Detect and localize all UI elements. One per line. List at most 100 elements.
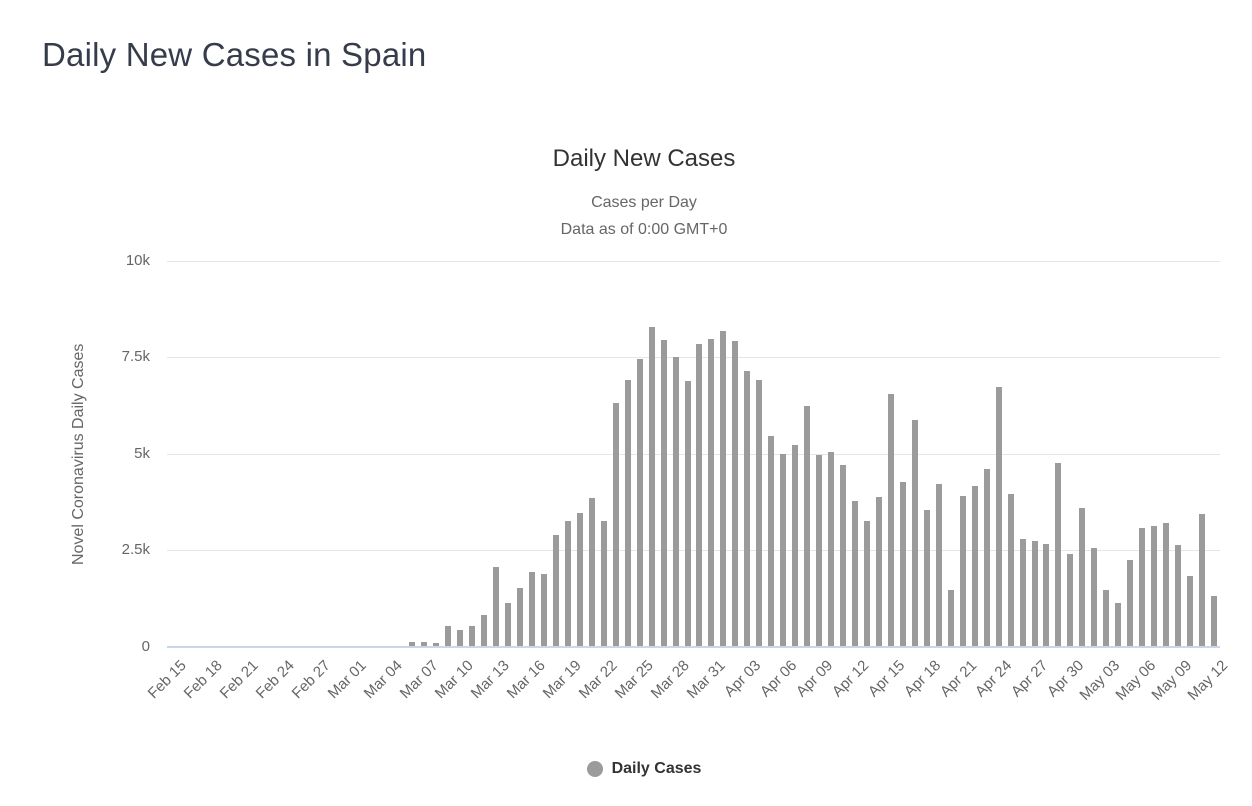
bar-daily-cases[interactable] <box>612 402 619 647</box>
bar-daily-cases[interactable] <box>768 436 775 647</box>
bar-daily-cases[interactable] <box>995 387 1002 647</box>
bar-daily-cases[interactable] <box>756 379 763 647</box>
bar-daily-cases[interactable] <box>1115 603 1122 647</box>
bar-daily-cases[interactable] <box>1211 596 1218 647</box>
bar-daily-cases[interactable] <box>1019 538 1026 647</box>
bar-daily-cases[interactable] <box>505 603 512 647</box>
bar-daily-cases[interactable] <box>828 452 835 647</box>
bar-daily-cases[interactable] <box>636 358 643 647</box>
y-axis-tick-label: 7.5k <box>121 348 150 365</box>
bar-daily-cases[interactable] <box>1199 514 1206 647</box>
x-axis-tick-label: Apr 12 <box>828 657 873 701</box>
gridline-7-5k <box>167 357 1220 358</box>
bar-daily-cases[interactable] <box>720 330 727 647</box>
plot-area <box>167 261 1220 648</box>
bar-daily-cases[interactable] <box>947 589 954 647</box>
bar-daily-cases[interactable] <box>840 465 847 647</box>
bar-daily-cases[interactable] <box>875 496 882 647</box>
x-axis-tick-label: Apr 24 <box>972 657 1016 701</box>
legend-marker-icon <box>586 761 603 777</box>
x-axis-tick-label: Apr 03 <box>721 657 765 701</box>
bar-daily-cases[interactable] <box>744 371 751 647</box>
x-axis-tick-label: May 03 <box>1076 657 1124 704</box>
x-axis-tick-label: Mar 22 <box>575 657 621 703</box>
bar-daily-cases[interactable] <box>493 566 500 647</box>
bar-daily-cases[interactable] <box>911 420 918 647</box>
bar-daily-cases[interactable] <box>935 484 942 647</box>
bar-daily-cases[interactable] <box>481 614 488 647</box>
bar-daily-cases[interactable] <box>445 625 452 647</box>
bar-daily-cases[interactable] <box>732 340 739 647</box>
chart-subtitle-line2: Data as of 0:00 GMT+0 <box>560 221 728 238</box>
bar-daily-cases[interactable] <box>624 379 631 647</box>
bar-daily-cases[interactable] <box>421 641 428 647</box>
x-axis-tick-label: Feb 18 <box>180 657 226 703</box>
gridline-10k <box>167 261 1220 262</box>
bar-daily-cases[interactable] <box>552 534 559 647</box>
x-axis-tick-label: Mar 04 <box>360 657 406 703</box>
bar-daily-cases[interactable] <box>983 468 990 647</box>
bar-daily-cases[interactable] <box>1103 589 1110 647</box>
bar-daily-cases[interactable] <box>1151 526 1158 647</box>
bar-daily-cases[interactable] <box>516 587 523 647</box>
bar-daily-cases[interactable] <box>1163 522 1170 647</box>
bar-daily-cases[interactable] <box>696 343 703 647</box>
x-axis-tick-label: Apr 06 <box>756 657 801 701</box>
page-title: Daily New Cases in Spain <box>42 36 427 73</box>
x-axis-tick-label: Mar 19 <box>539 657 585 703</box>
bar-daily-cases[interactable] <box>1139 528 1146 647</box>
bar-daily-cases[interactable] <box>887 393 894 647</box>
bar-daily-cases[interactable] <box>1007 493 1014 647</box>
bar-daily-cases[interactable] <box>588 497 595 647</box>
bar-daily-cases[interactable] <box>1127 560 1134 647</box>
bar-daily-cases[interactable] <box>899 482 906 647</box>
bar-daily-cases[interactable] <box>564 520 571 647</box>
y-axis-tick-label: 0 <box>141 638 150 655</box>
bar-daily-cases[interactable] <box>672 357 679 647</box>
y-axis-tick-label: 5k <box>134 445 150 462</box>
bar-daily-cases[interactable] <box>600 520 607 647</box>
bar-daily-cases[interactable] <box>1031 540 1038 647</box>
x-axis-tick-label: Mar 25 <box>611 657 657 703</box>
bar-daily-cases[interactable] <box>648 327 655 647</box>
bar-daily-cases[interactable] <box>1043 544 1050 647</box>
bar-daily-cases[interactable] <box>1175 545 1182 647</box>
bar-daily-cases[interactable] <box>708 338 715 647</box>
bar-daily-cases[interactable] <box>1055 462 1062 647</box>
bar-daily-cases[interactable] <box>852 501 859 647</box>
bar-daily-cases[interactable] <box>457 629 464 647</box>
legend: Daily Cases <box>36 760 1252 778</box>
bar-daily-cases[interactable] <box>792 444 799 647</box>
x-axis-tick-label: Apr 09 <box>792 657 837 701</box>
bar-daily-cases[interactable] <box>1091 547 1098 647</box>
x-axis-tick-label: May 06 <box>1112 657 1160 704</box>
bar-daily-cases[interactable] <box>1187 576 1194 647</box>
bar-daily-cases[interactable] <box>409 641 416 647</box>
chart-title: Daily New Cases <box>552 145 736 172</box>
bar-daily-cases[interactable] <box>540 574 547 647</box>
bar-daily-cases[interactable] <box>528 571 535 647</box>
x-axis-tick-label: Mar 10 <box>432 657 478 703</box>
bar-daily-cases[interactable] <box>971 485 978 647</box>
legend-item-daily-cases[interactable]: Daily Cases <box>586 760 701 778</box>
x-axis-line <box>167 646 1220 648</box>
x-axis-tick-label: Feb 24 <box>252 657 298 703</box>
bar-daily-cases[interactable] <box>1079 508 1086 647</box>
bar-daily-cases[interactable] <box>816 455 823 647</box>
x-axis-tick-label: Mar 01 <box>324 657 370 703</box>
bar-daily-cases[interactable] <box>959 495 966 647</box>
bar-daily-cases[interactable] <box>684 381 691 647</box>
bar-daily-cases[interactable] <box>923 509 930 647</box>
chart-subtitle-line1: Cases per Day <box>591 194 697 211</box>
x-axis-tick-label: Mar 07 <box>396 657 442 703</box>
bar-daily-cases[interactable] <box>864 520 870 647</box>
bar-daily-cases[interactable] <box>804 405 811 647</box>
bar-daily-cases[interactable] <box>433 642 440 647</box>
daily-new-cases-chart: Daily New Cases Cases per Day Data as of… <box>36 110 1252 806</box>
bar-daily-cases[interactable] <box>469 625 476 647</box>
bar-daily-cases[interactable] <box>660 340 667 647</box>
bar-daily-cases[interactable] <box>780 453 787 647</box>
bar-daily-cases[interactable] <box>576 513 583 647</box>
bar-daily-cases[interactable] <box>1067 553 1074 647</box>
x-axis-tick-label: Feb 27 <box>288 657 334 703</box>
